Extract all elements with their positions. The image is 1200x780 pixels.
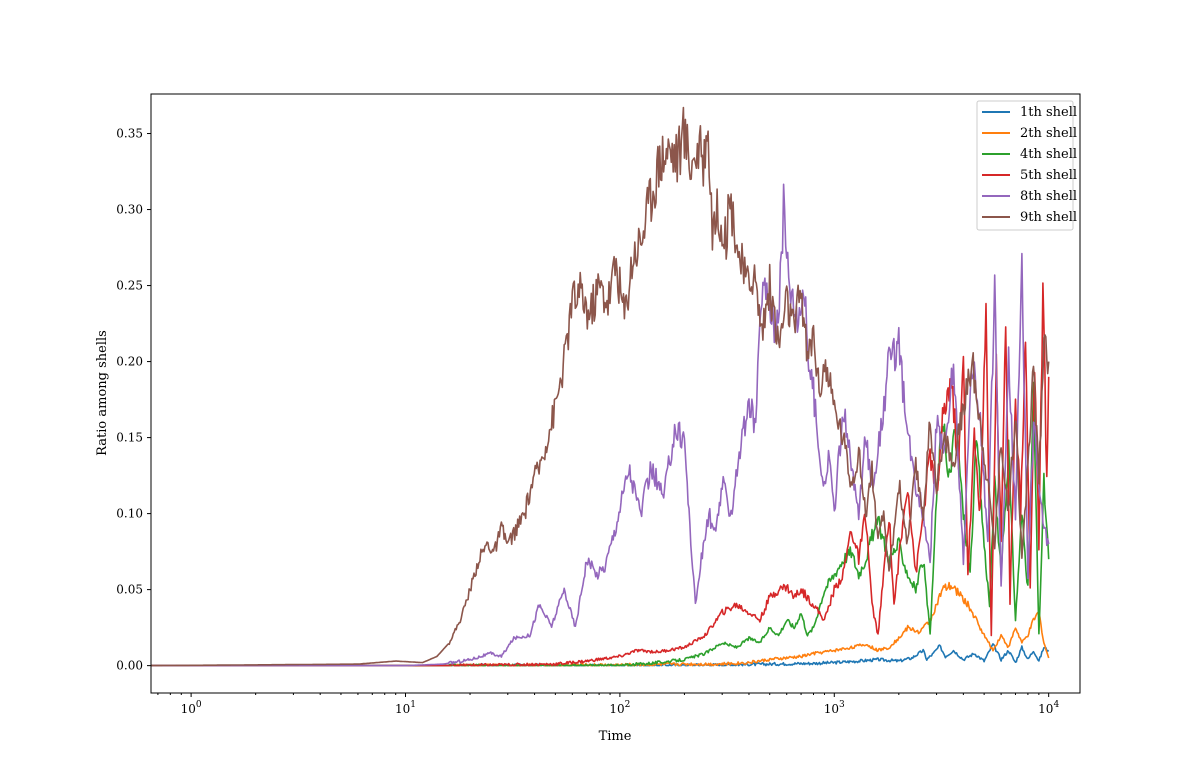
y-tick-label: 0.20 <box>116 355 143 369</box>
y-tick-label: 0.15 <box>116 431 143 445</box>
legend-label: 5th shell <box>1020 168 1077 183</box>
legend: 1th shell 2th shell 4th shell 5th shell 8th … <box>976 100 1077 231</box>
legend-label: 4th shell <box>1020 147 1077 162</box>
plot-frame <box>150 93 1081 694</box>
x-tick-label: 103 <box>824 700 845 716</box>
legend-label: 2th shell <box>1020 126 1077 141</box>
y-tick-label: 0.35 <box>116 127 143 141</box>
x-tick-label: 101 <box>395 700 416 716</box>
series-line-6 <box>151 106 1050 667</box>
x-axis-label: Time <box>599 729 632 744</box>
x-tick-label: 102 <box>609 700 630 716</box>
y-tick-label: 0.00 <box>116 659 143 673</box>
plot-background <box>151 94 1080 693</box>
x-axis-ticks: 100 101 102 103 104 <box>157 693 1059 716</box>
legend-label: 8th shell <box>1020 189 1077 204</box>
x-tick-label: 104 <box>1038 700 1059 716</box>
y-tick-label: 0.05 <box>116 583 143 597</box>
y-axis-label: Ratio among shells <box>95 330 110 456</box>
y-axis-ticks: 0.00 0.05 0.10 0.15 0.20 0.25 0.30 0.35 <box>116 127 151 673</box>
x-tick-label: 100 <box>181 700 202 716</box>
series-layer <box>151 106 1050 667</box>
series-line-5 <box>151 183 1050 667</box>
y-tick-label: 0.25 <box>116 279 143 293</box>
legend-label: 1th shell <box>1020 105 1077 120</box>
y-tick-label: 0.30 <box>116 203 143 217</box>
legend-label: 9th shell <box>1020 210 1077 225</box>
y-tick-label: 0.10 <box>116 507 143 521</box>
